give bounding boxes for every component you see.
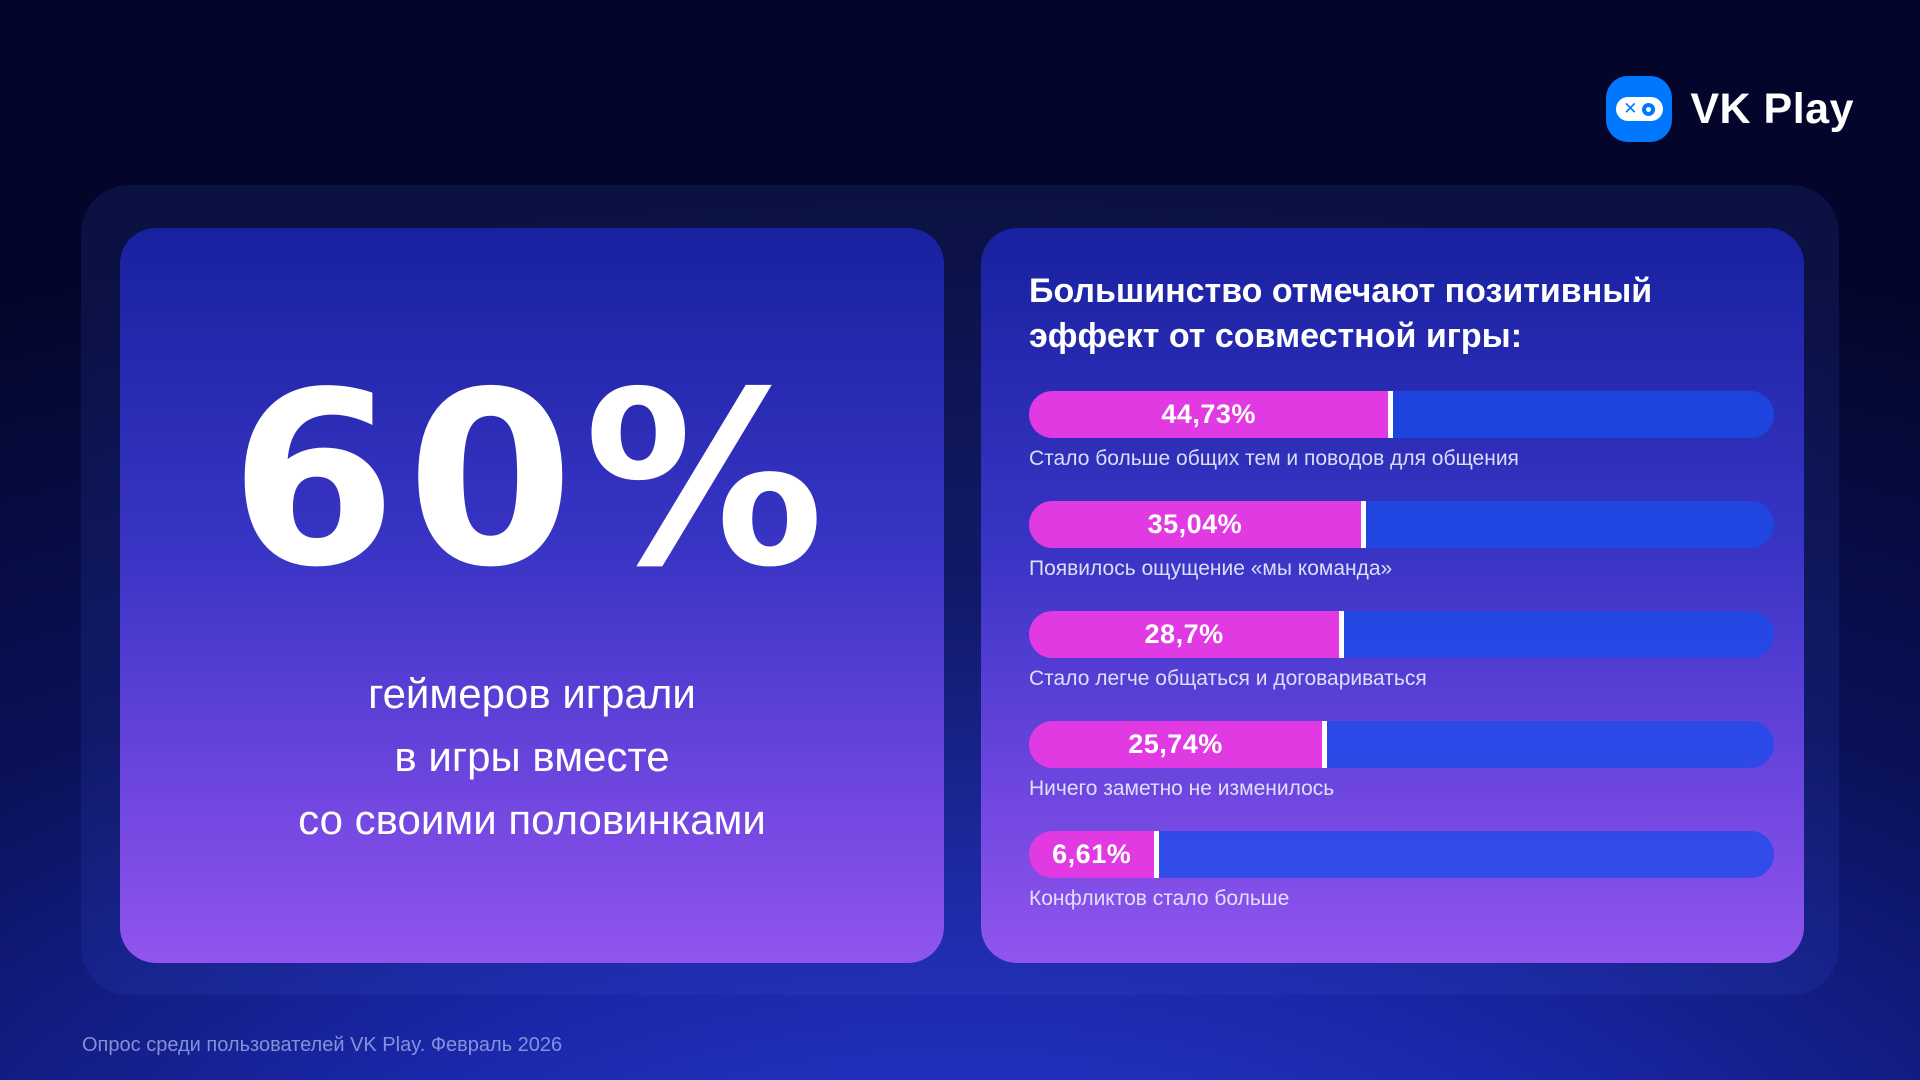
chart-title-line: Большинство отмечают позитивный xyxy=(1029,272,1653,310)
bar-track: 44,73% xyxy=(1029,391,1774,439)
stat-value: 60% xyxy=(229,340,835,620)
logo-pill: ✕ xyxy=(1615,97,1663,121)
bar-fill: 44,73% xyxy=(1029,391,1394,439)
chart-card: Большинство отмечают позитивный эффект о… xyxy=(981,228,1804,963)
stat-caption-line: геймеров играли xyxy=(368,670,696,717)
content-panel: 60% геймеров играли в игры вместе со сво… xyxy=(81,185,1839,995)
bar-row: 28,7% Стало легче общаться и договаривать… xyxy=(1029,611,1774,691)
bar-track: 28,7% xyxy=(1029,611,1774,659)
bar-fill: 25,74% xyxy=(1029,721,1327,769)
bar-value-label: 28,7% xyxy=(1144,619,1224,650)
bar-caption: Появилось ощущение «мы команда» xyxy=(1029,557,1393,581)
brand-name: VK Play xyxy=(1690,84,1854,133)
bar-value-label: 44,73% xyxy=(1161,399,1256,430)
source-note: Опрос среди пользователей VK Play. Февра… xyxy=(82,1034,563,1056)
bar-track: 35,04% xyxy=(1029,501,1774,549)
bar-row: 44,73% Стало больше общих тем и поводов д… xyxy=(1029,391,1774,471)
bar-fill: 28,7% xyxy=(1029,611,1345,659)
vk-play-logo-icon: ✕ xyxy=(1606,76,1673,142)
chart-title: Большинство отмечают позитивный эффект о… xyxy=(1029,269,1774,359)
bar-value-label: 25,74% xyxy=(1128,729,1223,760)
bar-fill: 35,04% xyxy=(1029,501,1366,549)
bar-track: 25,74% xyxy=(1029,721,1774,769)
bar-caption: Конфликтов стало больше xyxy=(1029,887,1290,911)
bar-value-label: 6,61% xyxy=(1052,839,1132,870)
bar-caption: Стало больше общих тем и поводов для общ… xyxy=(1029,447,1519,471)
stat-caption: геймеров играли в игры вместе со своими … xyxy=(298,662,766,851)
chart-title-line: эффект от совместной игры: xyxy=(1029,317,1523,356)
bar-row: 6,61% Конфликтов стало больше xyxy=(1029,831,1774,911)
bar-fill: 6,61% xyxy=(1029,831,1160,879)
x-button-glyph: ✕ xyxy=(1623,98,1638,118)
o-button-glyph xyxy=(1642,102,1656,116)
stat-caption-line: со своими половинками xyxy=(298,796,766,843)
bar-track: 6,61% xyxy=(1029,831,1774,879)
bar-caption: Стало легче общаться и договариваться xyxy=(1029,667,1427,691)
bar-value-label: 35,04% xyxy=(1147,509,1243,540)
brand: ✕ VK Play xyxy=(1606,76,1854,142)
stat-caption-line: в игры вместе xyxy=(394,733,670,780)
bar-caption: Ничего заметно не изменилось xyxy=(1029,777,1335,801)
stat-card: 60% геймеров играли в игры вместе со сво… xyxy=(120,228,944,963)
bar-chart: 44,73% Стало больше общих тем и поводов д… xyxy=(1029,391,1774,911)
bar-row: 25,74% Ничего заметно не изменилось xyxy=(1029,721,1774,801)
bar-row: 35,04% Появилось ощущение «мы команда» xyxy=(1029,501,1774,581)
